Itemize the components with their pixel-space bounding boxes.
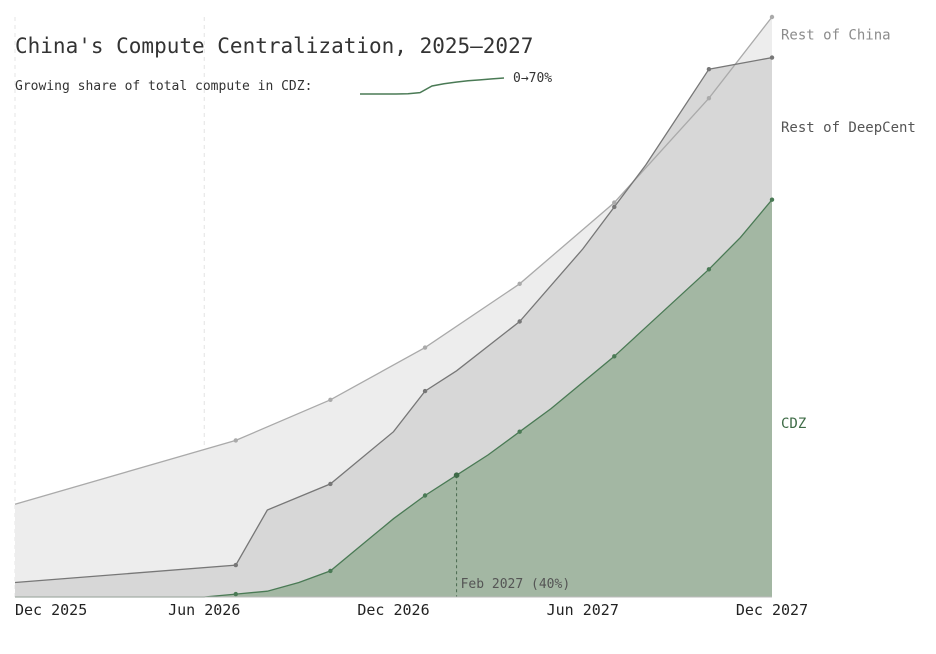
rest-of-china-marker (769, 14, 775, 20)
cdz-marker (612, 354, 617, 359)
rest-of-china-marker (517, 281, 522, 286)
rest-of-china-label: Rest of China (781, 27, 891, 43)
rest-of-deepcent-marker (517, 319, 522, 324)
cdz-line (15, 199, 773, 598)
x-tick-label: Jun 2027 (547, 601, 619, 619)
rest-of-deepcent-marker (769, 55, 775, 60)
cdz-marker (328, 568, 333, 574)
rest-of-china-marker (706, 96, 712, 101)
x-tick-label: Jun 2026 (168, 601, 240, 619)
rest-of-deepcent-label: Rest of DeepCent (781, 120, 916, 136)
rest-of-deepcent-marker (612, 204, 617, 210)
chart-title: China's Compute Centralization, 2025–202… (15, 34, 533, 58)
cdz-marker (706, 267, 712, 272)
x-tick-labels: Dec 2025 Jun 2026 Dec 2026 Jun 2027 Dec 2027 (15, 601, 808, 619)
cdz-marker (422, 493, 428, 498)
cdz-label: CDZ (781, 416, 806, 432)
series-markers (233, 14, 775, 597)
rest-of-china-marker (612, 200, 617, 205)
x-tick-label: Dec 2025 (15, 601, 87, 619)
rest-of-china-marker (422, 345, 428, 350)
cdz-marker (769, 197, 775, 202)
x-tick-label: Dec 2026 (357, 601, 429, 619)
rest-of-deepcent-marker (706, 67, 712, 72)
rest-of-deepcent-marker (422, 388, 428, 394)
rest-of-deepcent-line (14, 56, 773, 584)
cdz-marker (233, 591, 238, 597)
sparkline-path (360, 77, 505, 95)
rest-of-china-marker (233, 438, 238, 443)
x-tick-label: Dec 2027 (736, 601, 808, 619)
annotation-label: Feb 2027 (40%) (461, 577, 571, 592)
rest-of-china-marker (328, 397, 333, 402)
annotation-marker (453, 472, 460, 479)
stacked-areas (15, 17, 772, 598)
rest-of-deepcent-marker (233, 562, 238, 568)
sparkline-label: 0→70% (513, 71, 552, 86)
cdz-marker (517, 429, 522, 434)
chart-subtitle: Growing share of total compute in CDZ: (15, 79, 312, 94)
rest-of-china-line (14, 16, 773, 505)
cdz-area (15, 199, 772, 597)
rest-of-deepcent-marker (328, 481, 333, 487)
annotation: Feb 2027 (40%) (453, 472, 571, 597)
series-lines (14, 16, 773, 598)
series-labels: CDZ Rest of DeepCent Rest of China (781, 27, 916, 432)
share-sparkline (360, 77, 505, 95)
